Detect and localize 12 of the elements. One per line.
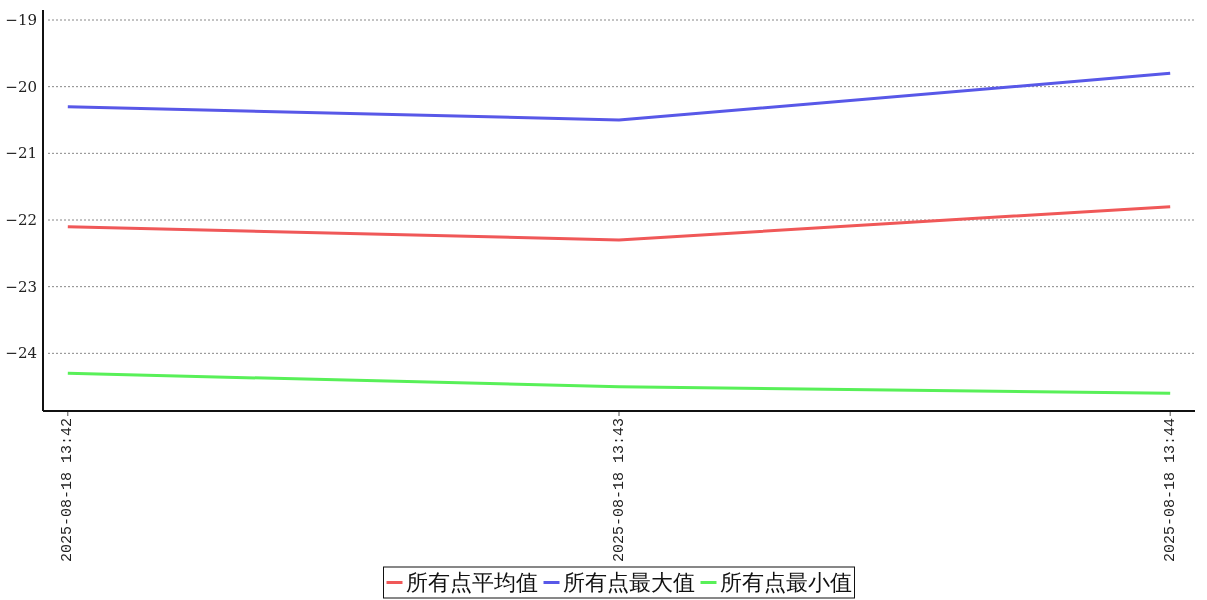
legend-label: 所有点最小值 [719,570,852,595]
x-tick-label: 2025-08-18 13:43 [610,418,628,563]
legend-label: 所有点最大值 [562,570,695,595]
y-tick-label: −22 [5,211,37,229]
x-tick-label: 2025-08-18 13:42 [59,418,77,563]
y-tick-label: −24 [5,344,37,363]
y-tick-label: −21 [5,144,37,163]
x-tick-label: 2025-08-18 13:44 [1161,418,1179,563]
y-tick-label: −23 [5,277,37,296]
y-tick-label: −19 [5,11,37,29]
legend-label: 所有点平均值 [405,570,538,595]
y-tick-label: −20 [5,77,37,96]
